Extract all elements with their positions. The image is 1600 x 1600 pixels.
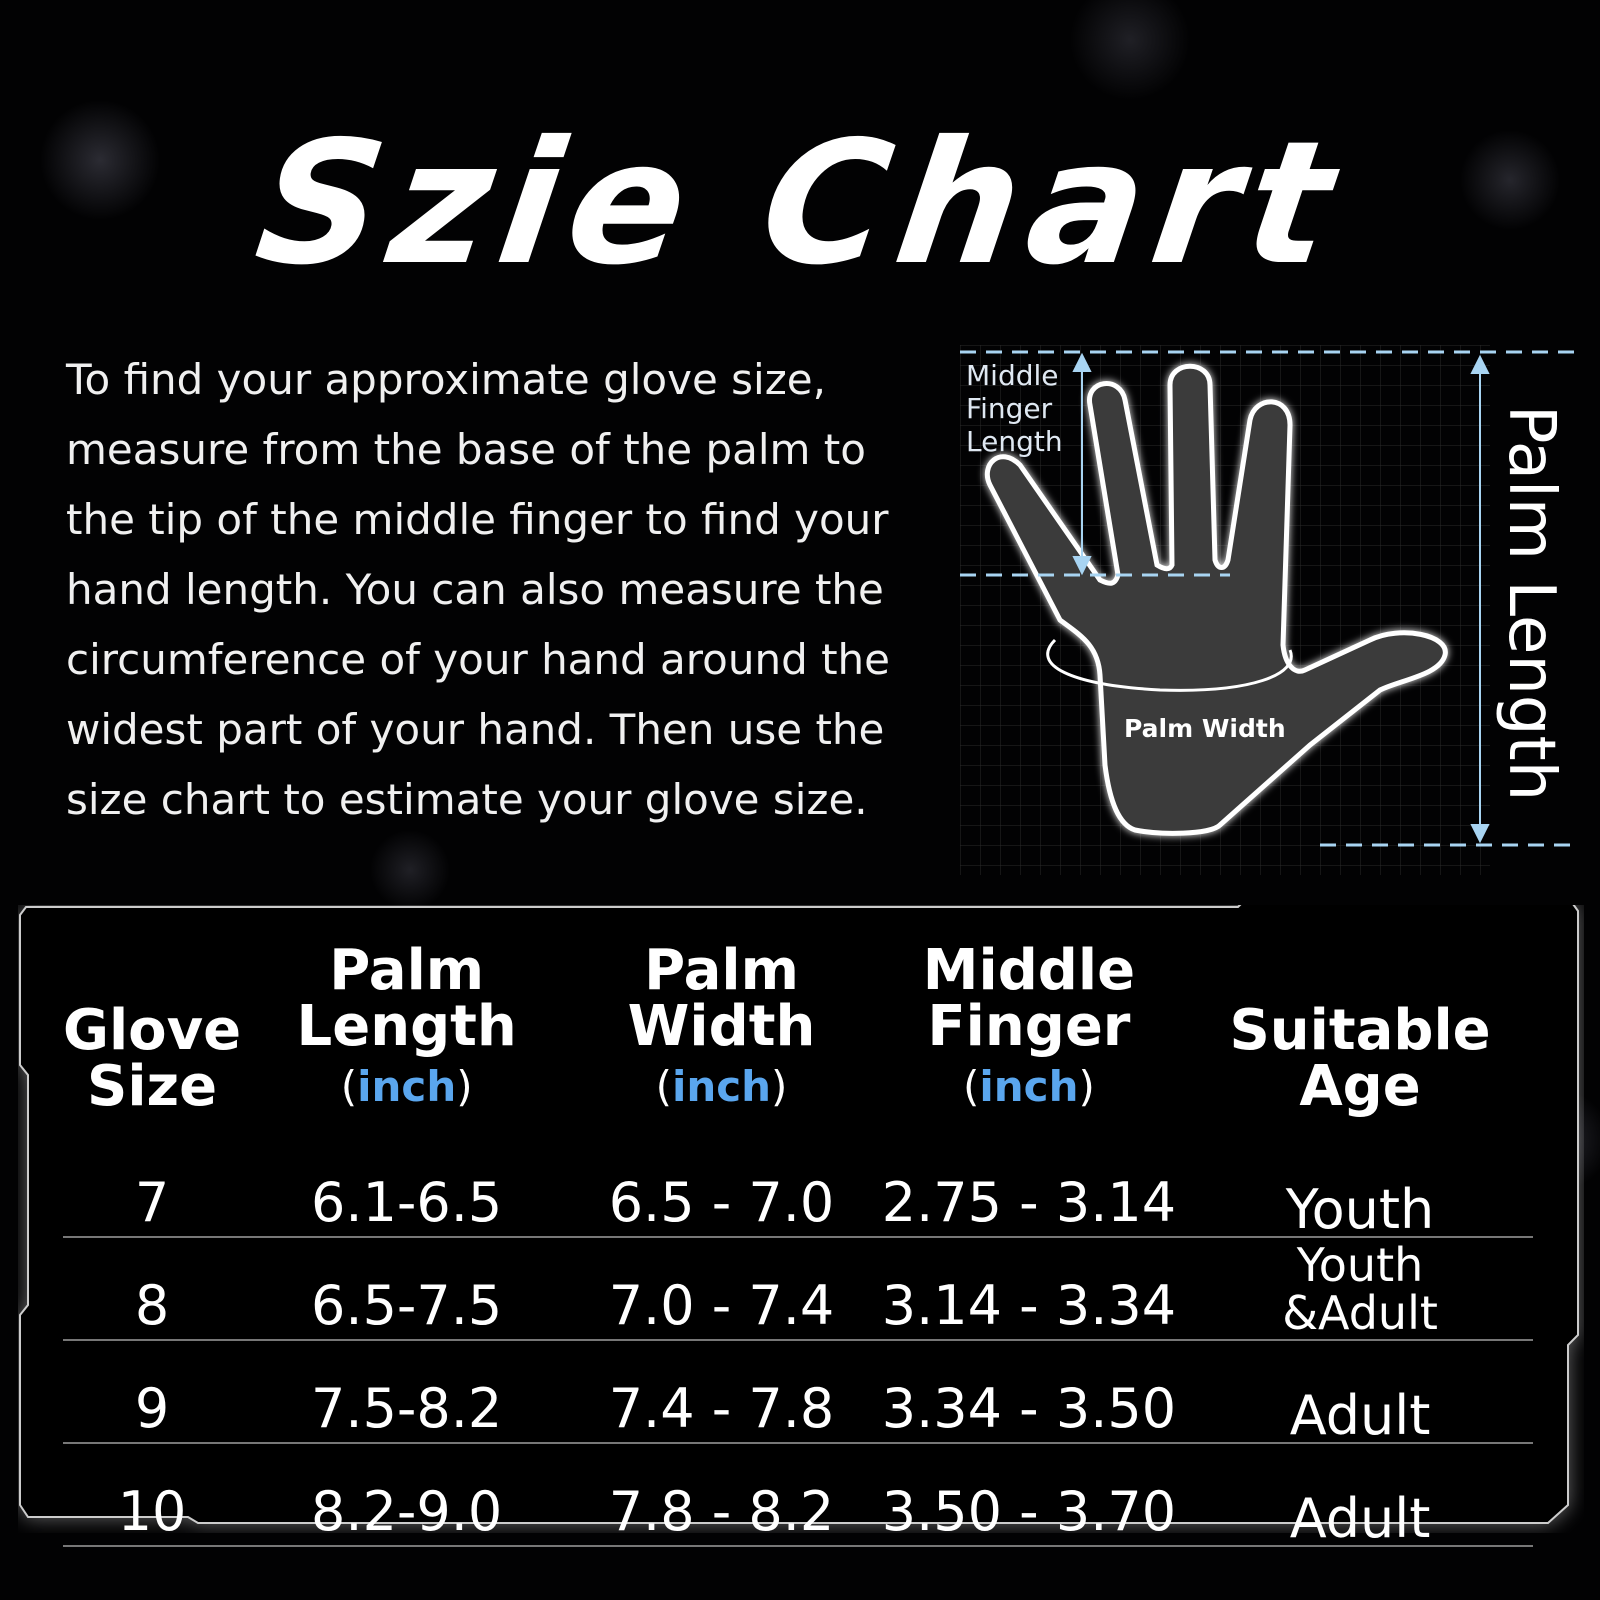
size-table: Glove Size Palm Length (inch) Palm Width (i…	[63, 935, 1533, 1547]
cell-middle-finger: 3.50 - 3.70	[870, 1443, 1188, 1547]
table-row: 8 6.5-7.5 7.0 - 7.4 3.14 - 3.34 Youth &A…	[63, 1237, 1533, 1341]
cell-palm-width: 6.5 - 7.0	[572, 1135, 871, 1238]
cell-age: Youth &Adult	[1187, 1237, 1533, 1341]
middle-finger-label: Middle Finger Length	[966, 359, 1067, 458]
cell-palm-length: 8.2-9.0	[241, 1443, 573, 1547]
cell-palm-length: 7.5-8.2	[241, 1340, 573, 1444]
cell-size: 9	[63, 1340, 242, 1444]
cell-palm-width: 7.8 - 8.2	[572, 1443, 871, 1547]
hand-outline	[984, 363, 1448, 836]
cell-palm-width: 7.0 - 7.4	[572, 1237, 871, 1341]
header-palm-length: Palm Length (inch)	[296, 938, 517, 1112]
cell-palm-length: 6.1-6.5	[241, 1135, 573, 1238]
palm-width-label: Palm Width	[1124, 714, 1286, 743]
cell-age: Youth	[1187, 1135, 1533, 1238]
cell-age: Adult	[1187, 1340, 1533, 1444]
table-row: 10 8.2-9.0 7.8 - 8.2 3.50 - 3.70 Adult	[63, 1443, 1533, 1547]
guide-lines	[960, 350, 1580, 847]
unit-label: (inch)	[962, 1062, 1095, 1111]
table-row: 7 6.1-6.5 6.5 - 7.0 2.75 - 3.14 Youth	[63, 1135, 1533, 1238]
unit-label: (inch)	[655, 1062, 788, 1111]
cell-middle-finger: 3.14 - 3.34	[870, 1237, 1188, 1341]
header-middle-finger: Middle Finger (inch)	[922, 938, 1136, 1112]
cell-size: 7	[63, 1135, 242, 1238]
cell-age: Adult	[1187, 1443, 1533, 1547]
header-glove-size: Glove Size	[63, 998, 242, 1119]
cell-palm-width: 7.4 - 7.8	[572, 1340, 871, 1444]
page-title: Szie Chart	[246, 105, 1354, 303]
unit-label: (inch)	[340, 1062, 473, 1111]
header-palm-width: Palm Width (inch)	[627, 938, 816, 1112]
header-suitable-age: Suitable Age	[1229, 998, 1491, 1119]
cell-size: 8	[63, 1237, 242, 1341]
hand-measurement-diagram: Middle Finger Length Palm Width Palm Len…	[960, 345, 1580, 875]
cell-middle-finger: 2.75 - 3.14	[870, 1135, 1188, 1238]
table-row: 9 7.5-8.2 7.4 - 7.8 3.34 - 3.50 Adult	[63, 1340, 1533, 1444]
palm-width-loop	[1046, 638, 1293, 692]
palm-length-label: Palm Length	[1494, 405, 1568, 801]
intro-text: To find your approximate glove size, mea…	[66, 355, 891, 824]
table-header-row: Glove Size Palm Length (inch) Palm Width (i…	[63, 935, 1533, 1135]
cell-palm-length: 6.5-7.5	[241, 1237, 573, 1341]
cell-middle-finger: 3.34 - 3.50	[870, 1340, 1188, 1444]
cell-size: 10	[63, 1443, 242, 1547]
